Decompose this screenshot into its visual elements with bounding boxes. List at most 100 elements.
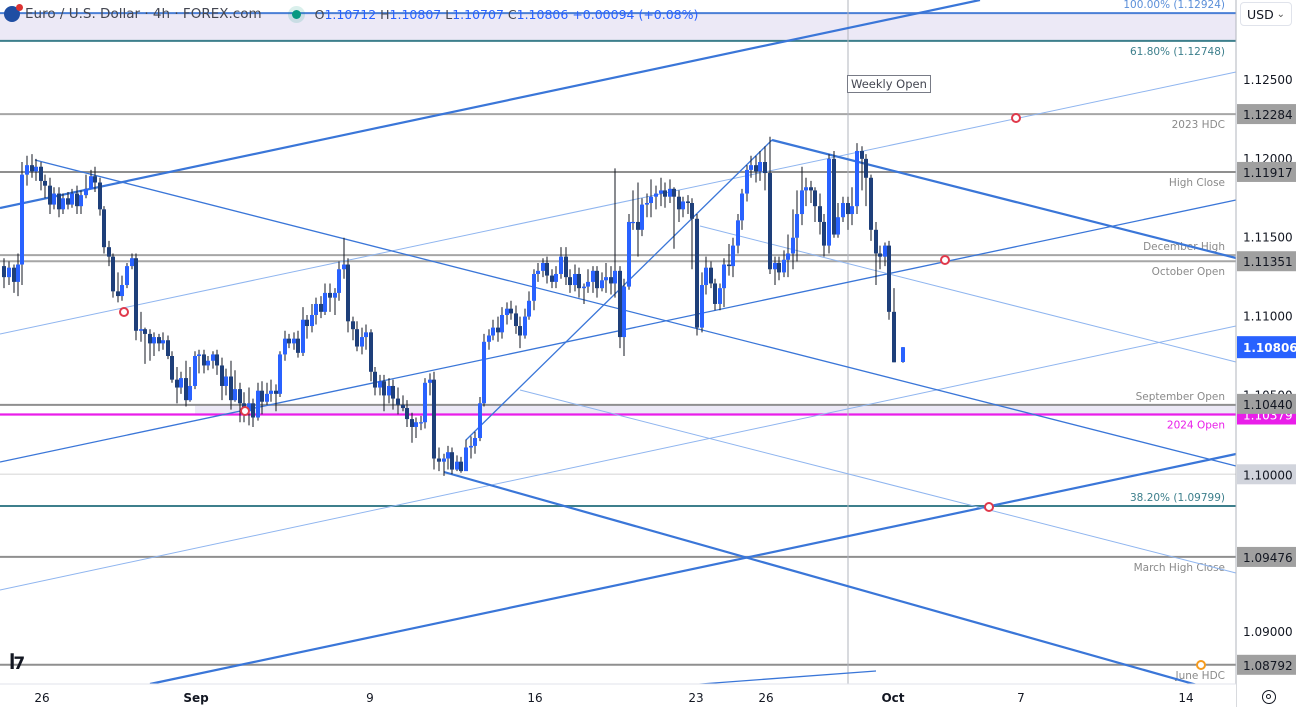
candle-body [804, 187, 808, 191]
candle-body [591, 270, 595, 282]
trendline-lower-channel[interactable] [0, 325, 1237, 591]
level-label-2024-open: 2024 Open [1167, 420, 1225, 432]
trendline-bottom-channel[interactable] [149, 452, 1237, 686]
candle-body [559, 256, 563, 274]
candle-body [523, 316, 527, 336]
candle-body [265, 393, 269, 402]
candle-body [247, 403, 251, 412]
candle-body [360, 337, 364, 347]
candle-body [333, 292, 337, 298]
candle-body [84, 188, 88, 196]
candle-body [39, 166, 43, 181]
trendline-descending-top[interactable] [34, 159, 1237, 467]
time-tick: 9 [366, 691, 374, 705]
candle-body [161, 340, 165, 344]
candle-body [61, 198, 65, 210]
candle-body [809, 187, 813, 191]
candle-body [116, 291, 120, 297]
candle-body [836, 217, 840, 235]
time-axis[interactable] [0, 684, 1236, 707]
level-label-october-open: October Open [1152, 266, 1225, 278]
low-label: L [445, 6, 453, 22]
candle-body [337, 269, 341, 293]
tradingview-logo-icon[interactable]: ꟾ7 [9, 654, 25, 674]
candle-body [564, 256, 568, 278]
candle-body [7, 267, 11, 278]
candle-body [143, 329, 147, 334]
trendline-upper-channel-light[interactable] [0, 71, 1237, 335]
candle-body [287, 338, 291, 344]
settings-gear-icon[interactable] [1262, 690, 1276, 704]
candle-body [292, 338, 296, 344]
candle-body [786, 253, 790, 260]
axis-badge-label-high-close: 1.11917 [1243, 166, 1293, 180]
candle-body [709, 267, 713, 284]
candle-body [170, 356, 174, 380]
candle-body [193, 356, 197, 386]
candle-body [125, 266, 129, 286]
candle-body [846, 203, 850, 215]
candle-body [410, 419, 414, 427]
candle-body [740, 193, 744, 221]
candle-body [773, 262, 777, 270]
close-label: C [507, 6, 517, 22]
eurusd-flag-icon [4, 4, 23, 22]
candle-body [437, 458, 441, 462]
candle-body [323, 292, 327, 312]
candle-body [850, 206, 854, 215]
trendline-descending-light[interactable] [519, 389, 1237, 574]
candle-body [518, 326, 522, 336]
trendline-upper-channel-top[interactable] [0, 0, 981, 210]
candle-body [414, 422, 418, 427]
time-tick: 26 [758, 691, 773, 705]
candle-body [618, 270, 622, 338]
candle-body [57, 193, 61, 210]
marker-pivot-4 [940, 255, 950, 265]
level-label-september-open: September Open [1136, 391, 1225, 403]
time-tick: Sep [183, 691, 209, 705]
candle-body [342, 264, 346, 270]
axis-badge-september-open-top [1237, 393, 1296, 414]
candle-body [233, 389, 237, 401]
candle-body [301, 319, 305, 353]
candle-body [111, 256, 115, 292]
time-tick: Oct [881, 691, 904, 705]
trendline-pitchfork-upper[interactable] [771, 138, 1237, 260]
candle-body [577, 273, 581, 289]
candle-body [220, 365, 224, 386]
candle-body [841, 203, 845, 218]
candle-body [832, 158, 836, 235]
trendline-descending-mid-light[interactable] [699, 225, 1237, 363]
price-tick: 1.09000 [1243, 625, 1293, 639]
candle-body [482, 341, 486, 404]
candle-body [238, 389, 242, 404]
candle-body [864, 158, 868, 178]
currency-label: USD [1247, 6, 1274, 22]
candle-body [419, 422, 423, 424]
candle-body [346, 264, 350, 322]
candle-body [130, 258, 134, 267]
trendline-pitchfork-lower[interactable] [443, 470, 1237, 698]
candle-body [215, 354, 219, 366]
axis-badge-label-june-hdc: 1.08792 [1243, 659, 1293, 673]
candle-body [731, 245, 735, 267]
candle-body [43, 180, 47, 186]
open-label: O [314, 6, 325, 22]
candle-body [527, 300, 531, 317]
candle-body [681, 201, 685, 210]
axis-badge-2023-hdc [1237, 104, 1296, 125]
candle-body [869, 177, 873, 230]
candle-body [89, 176, 93, 189]
candle-body [768, 173, 772, 270]
candle-body [622, 286, 626, 338]
candle-body [16, 264, 20, 282]
candle-body [582, 286, 586, 289]
candle-body [459, 461, 463, 472]
currency-selector[interactable]: USD ⌄ [1240, 2, 1292, 26]
candle-body [296, 338, 300, 353]
marker-pivot-1 [119, 307, 129, 317]
candle-body [473, 438, 477, 446]
symbol-title[interactable]: Euro / U.S. Dollar · 4h · FOREX.com [25, 6, 262, 22]
price-tick: 1.11000 [1243, 310, 1293, 324]
